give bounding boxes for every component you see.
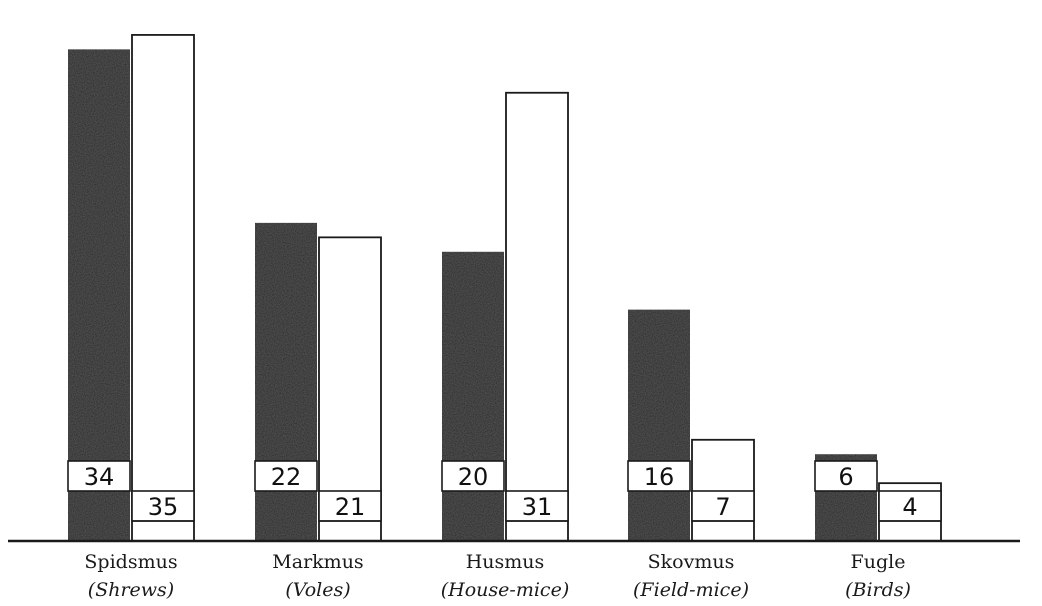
category-sublabel-markmus: (Voles) xyxy=(285,579,350,601)
value-box-light-skovmus xyxy=(691,490,755,522)
category-label-husmus: Husmus xyxy=(466,551,545,573)
category-sublabel-husmus: (House-mice) xyxy=(441,579,569,601)
bar-dark-skovmus xyxy=(628,309,690,541)
bar-light-spidsmus xyxy=(131,34,195,542)
value-box-light-fugle xyxy=(878,490,942,522)
category-labels-layer: Spidsmus (Shrews) Markmus (Voles) Husmus (Hou… xyxy=(84,551,911,601)
category-sublabel-spidsmus: (Shrews) xyxy=(88,579,174,601)
category-sublabel-skovmus: (Field-mice) xyxy=(633,579,749,601)
category-sublabel-fugle: (Birds) xyxy=(845,579,911,601)
value-label-light-markmus: 21 xyxy=(335,493,366,521)
value-box-dark-skovmus xyxy=(627,460,691,492)
bar-dark-spidsmus xyxy=(68,49,130,541)
value-label-light-husmus: 31 xyxy=(522,493,553,521)
category-label-spidsmus: Spidsmus xyxy=(84,551,177,573)
value-box-light-husmus xyxy=(505,490,569,522)
value-box-dark-fugle xyxy=(814,460,878,492)
value-box-dark-husmus xyxy=(441,460,505,492)
category-label-fugle: Fugle xyxy=(851,551,906,573)
value-box-dark-markmus xyxy=(254,460,318,492)
category-label-markmus: Markmus xyxy=(272,551,363,573)
value-label-dark-husmus: 20 xyxy=(458,463,489,491)
value-box-light-markmus xyxy=(318,490,382,522)
value-label-light-spidsmus: 35 xyxy=(148,493,179,521)
bar-dark-husmus xyxy=(442,251,504,542)
value-box-dark-spidsmus xyxy=(67,460,131,492)
bar-dark-markmus xyxy=(255,222,317,541)
value-label-dark-fugle: 6 xyxy=(838,463,853,491)
bars-layer: 34 35 22 21 20 31 16 7 6 4 xyxy=(67,34,942,542)
value-label-light-skovmus: 7 xyxy=(715,493,730,521)
bar-light-husmus xyxy=(505,91,569,542)
value-label-dark-spidsmus: 34 xyxy=(84,463,115,491)
value-label-dark-skovmus: 16 xyxy=(644,463,675,491)
value-label-light-fugle: 4 xyxy=(902,493,917,521)
value-label-dark-markmus: 22 xyxy=(271,463,302,491)
category-label-skovmus: Skovmus xyxy=(648,551,735,573)
value-box-light-spidsmus xyxy=(131,490,195,522)
